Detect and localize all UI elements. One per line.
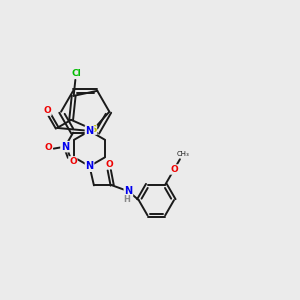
Text: H: H	[124, 195, 130, 204]
Text: CH₃: CH₃	[177, 151, 190, 157]
Text: O: O	[69, 157, 77, 166]
Text: N: N	[85, 161, 94, 171]
Text: N: N	[61, 142, 69, 152]
Text: S: S	[90, 125, 97, 134]
Text: O: O	[170, 165, 178, 174]
Text: O: O	[44, 143, 52, 152]
Text: N: N	[85, 126, 94, 136]
Text: O: O	[105, 160, 113, 169]
Text: N: N	[124, 186, 132, 196]
Text: O: O	[43, 106, 51, 115]
Text: Cl: Cl	[71, 69, 81, 78]
